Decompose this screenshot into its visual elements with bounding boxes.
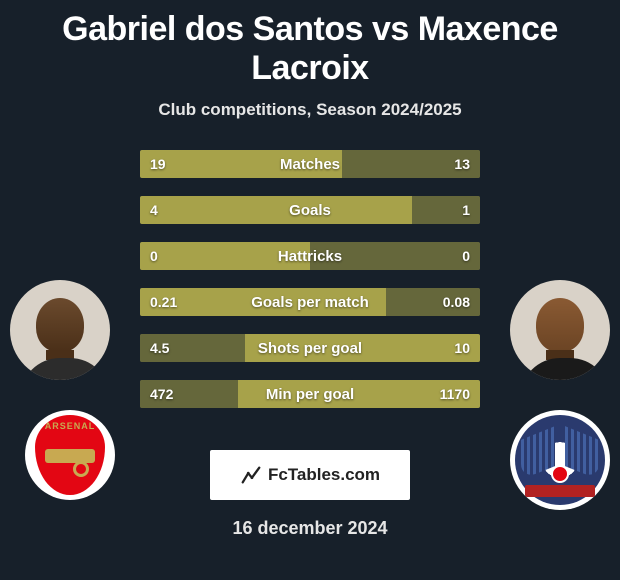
stat-bar: 4.5 Shots per goal 10 [140,334,480,362]
player2-avatar [510,280,610,380]
stat-value-left: 0 [150,248,158,264]
arsenal-crest-icon: ARSENAL [35,415,105,495]
stat-value-right: 0.08 [443,294,470,310]
stat-bar: 0 Hattricks 0 [140,242,480,270]
stat-label: Goals per match [251,294,369,311]
page-title: Gabriel dos Santos vs Maxence Lacroix [0,0,620,88]
crystal-palace-crest-icon [515,415,605,505]
stat-value-left: 472 [150,386,173,402]
stat-bar: 4 Goals 1 [140,196,480,224]
brand-badge[interactable]: FcTables.com [210,450,410,500]
stat-bar: 472 Min per goal 1170 [140,380,480,408]
stat-value-right: 0 [462,248,470,264]
stat-label: Shots per goal [258,340,362,357]
comparison-panel: ARSENAL 19Matches134Goals10Hattricks00.2… [0,150,620,430]
date-text: 16 december 2024 [0,518,620,539]
stat-bar: 19 Matches 13 [140,150,480,178]
stats-bars: 19Matches134Goals10Hattricks00.21Goals p… [140,150,480,426]
player1-club-crest: ARSENAL [25,410,115,500]
stat-value-right: 10 [454,340,470,356]
chart-icon [240,464,262,486]
stat-bar: 0.21 Goals per match 0.08 [140,288,480,316]
stat-label: Goals [289,202,331,219]
stat-value-left: 4 [150,202,158,218]
stat-label: Matches [280,156,340,173]
stat-value-right: 13 [454,156,470,172]
stat-value-left: 0.21 [150,294,177,310]
person-icon [20,290,100,380]
stat-value-right: 1170 [440,386,470,402]
stat-value-left: 4.5 [150,340,169,356]
stat-value-left: 19 [150,156,166,172]
stat-value-right: 1 [462,202,470,218]
person-icon [520,290,600,380]
player2-club-crest [510,410,610,510]
brand-text: FcTables.com [268,465,380,485]
player1-avatar [10,280,110,380]
subtitle: Club competitions, Season 2024/2025 [0,100,620,120]
stat-label: Min per goal [266,386,354,403]
stat-label: Hattricks [278,248,342,265]
